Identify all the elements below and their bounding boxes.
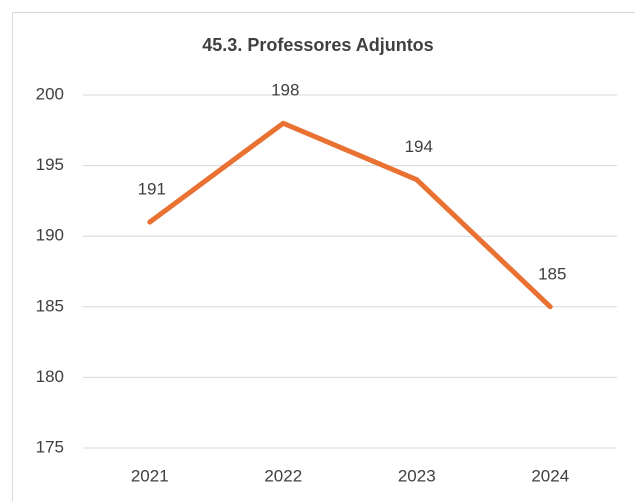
y-tick-label: 195	[36, 155, 64, 174]
y-tick-label: 180	[36, 367, 64, 386]
x-tick-label: 2024	[531, 466, 569, 485]
data-label: 185	[538, 264, 566, 283]
chart-title: 45.3. Professores Adjuntos	[202, 35, 433, 55]
x-tick-label: 2021	[131, 466, 169, 485]
y-tick-label: 200	[36, 84, 64, 103]
y-tick-label: 175	[36, 437, 64, 456]
chart-border	[12, 12, 635, 501]
data-label: 194	[405, 137, 433, 156]
data-label: 191	[138, 180, 166, 199]
x-tick-label: 2023	[398, 466, 436, 485]
y-tick-label: 190	[36, 226, 64, 245]
data-label: 198	[271, 81, 299, 100]
line	[147, 120, 553, 310]
x-tick-label: 2022	[264, 466, 302, 485]
y-tick-label: 185	[36, 296, 64, 315]
